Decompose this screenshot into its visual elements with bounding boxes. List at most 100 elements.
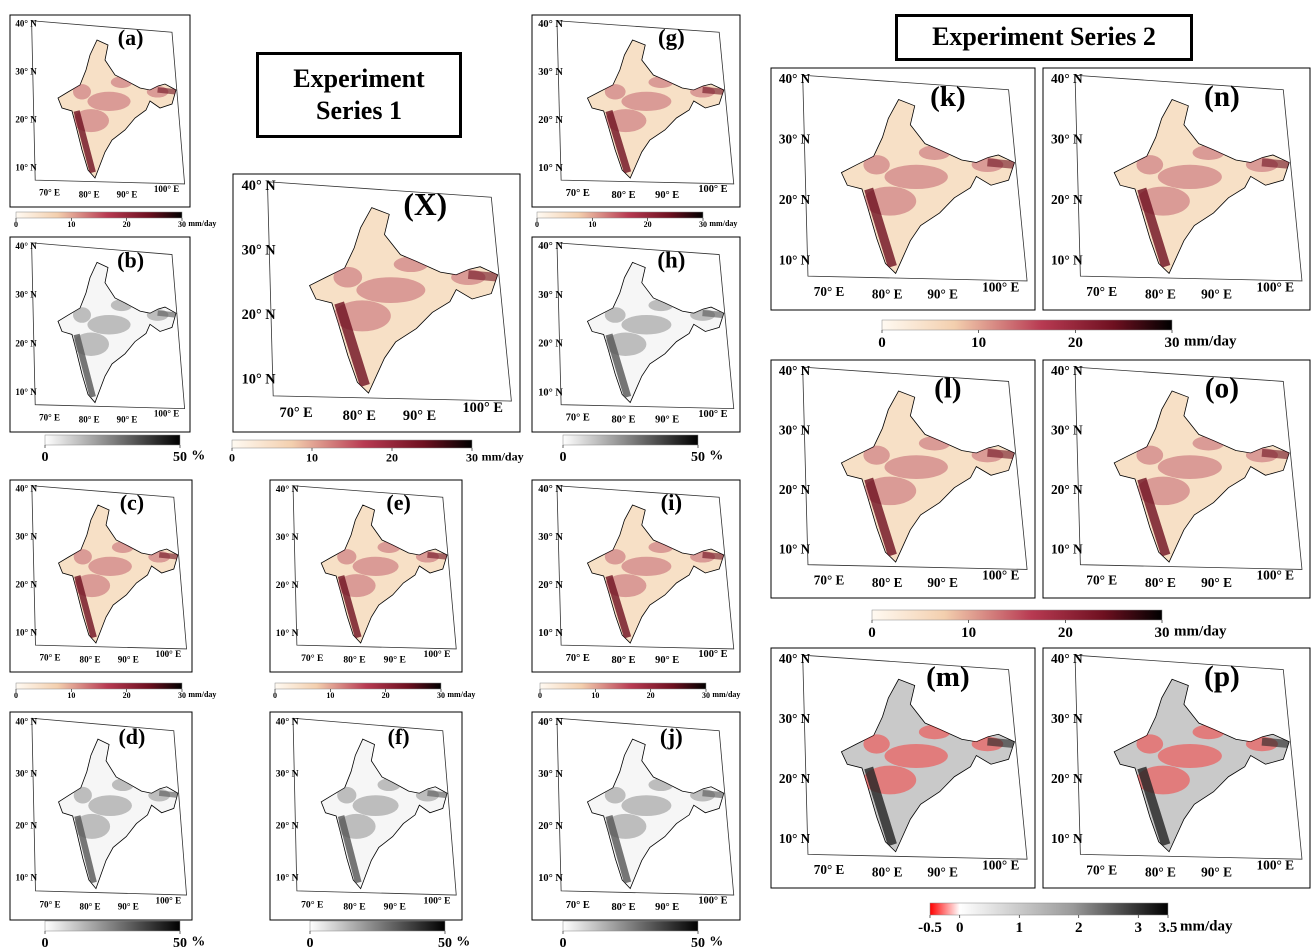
lon-label: 90° E	[1201, 287, 1232, 302]
lat-label: 30° N	[1051, 422, 1083, 437]
colorbar	[16, 212, 182, 218]
lat-label: 10° N	[15, 872, 37, 882]
colorbar-tick-label: 20	[1068, 335, 1083, 351]
lat-label: 40° N	[1051, 651, 1083, 666]
field-blob	[88, 557, 132, 576]
field-blob	[621, 315, 671, 335]
lat-label: 20° N	[538, 339, 563, 350]
lon-label: 70° E	[814, 284, 845, 299]
colorbar-tick-label: 30	[437, 691, 445, 700]
colorbar	[16, 683, 182, 689]
colorbar-unit: mm/day	[712, 690, 740, 699]
lat-label: 30° N	[1051, 711, 1083, 726]
lon-label: 90° E	[1201, 575, 1232, 590]
lat-label: 40° N	[15, 716, 37, 726]
lon-label: 70° E	[40, 653, 61, 663]
lat-label: 20° N	[242, 307, 277, 323]
northeast	[468, 275, 497, 278]
lat-label: 20° N	[1051, 192, 1083, 207]
lon-label: 70° E	[280, 405, 313, 421]
colorbar-tick-label: 0	[14, 220, 18, 229]
lat-label: 30° N	[15, 532, 37, 542]
lon-label: 90° E	[384, 655, 406, 666]
lon-label: 70° E	[1086, 284, 1117, 299]
colorbar-unit: %	[456, 934, 470, 947]
field-blob	[885, 744, 948, 768]
field-blob	[885, 455, 948, 479]
field-blob	[1158, 165, 1222, 189]
lon-label: 100° E	[1256, 857, 1294, 872]
colorbar-tick-label: 30	[178, 691, 186, 700]
lon-label: 80° E	[872, 865, 903, 880]
lon-label: 90° E	[117, 414, 138, 424]
lat-label: 30° N	[538, 532, 563, 543]
colorbar-tick-label: 20	[123, 220, 131, 229]
lat-label: 30° N	[276, 769, 299, 780]
lon-label: 80° E	[80, 902, 101, 912]
lon-label: 70° E	[1086, 862, 1117, 877]
lon-label: 70° E	[566, 900, 590, 911]
colorbar-tick-label: 10	[67, 220, 75, 229]
lat-label: 20° N	[15, 338, 37, 348]
colorbar-tick-label: 20	[386, 451, 398, 465]
colorbar-tick-label: 10	[961, 625, 976, 641]
lon-label: 100° E	[698, 409, 727, 420]
colorbar-tick-label: 0	[535, 220, 539, 229]
colorbar-tick-label: 50	[173, 450, 187, 465]
colorbar-tick-label: 20	[647, 691, 655, 700]
colorbar-tick-label: -0.5	[918, 920, 942, 936]
colorbar-unit: %	[709, 448, 723, 463]
colorbar-tick-label: 3	[1135, 920, 1143, 936]
lat-label: 20° N	[779, 771, 811, 786]
field-blob	[621, 557, 671, 576]
colorbar-unit: %	[191, 934, 205, 947]
lon-label: 90° E	[655, 655, 679, 666]
lat-label: 30° N	[242, 243, 277, 259]
lon-label: 80° E	[1145, 287, 1176, 302]
northeast	[987, 162, 1013, 164]
colorbar	[872, 610, 1162, 620]
lat-label: 40° N	[276, 484, 299, 495]
lat-label: 30° N	[1051, 132, 1083, 147]
figure: 40° N 30° N 20° N 10° N 70° E 80° E 90° E 100° …	[0, 0, 1312, 947]
panel-label: (i)	[661, 490, 683, 515]
colorbar-tick-label: 30	[466, 451, 478, 465]
lon-label: 90° E	[655, 902, 679, 913]
panel-label: (k)	[930, 81, 965, 113]
lat-label: 40° N	[1051, 363, 1083, 378]
lon-label: 100° E	[156, 649, 182, 659]
lat-label: 10° N	[15, 163, 37, 173]
lon-label: 100° E	[698, 896, 727, 907]
lon-label: 80° E	[611, 190, 635, 201]
colorbar-unit: %	[191, 448, 205, 463]
colorbar-unit: mm/day	[482, 449, 524, 463]
lon-label: 70° E	[566, 188, 590, 199]
colorbar-unit: mm/day	[188, 219, 216, 228]
lat-label: 40° N	[15, 19, 37, 29]
lat-label: 40° N	[538, 19, 563, 30]
colorbar-tick-label: 10	[67, 691, 75, 700]
colorbar	[45, 435, 180, 445]
lat-label: 10° N	[15, 387, 37, 397]
lon-label: 90° E	[118, 655, 139, 665]
colorbar	[45, 921, 180, 931]
lat-label: 20° N	[15, 820, 37, 830]
lon-label: 90° E	[655, 190, 679, 201]
lat-label: 10° N	[1051, 253, 1083, 268]
field-blob	[87, 315, 130, 335]
panel-label: (n)	[1204, 81, 1240, 113]
lat-label: 40° N	[538, 241, 563, 252]
lat-label: 40° N	[538, 484, 563, 495]
lat-label: 40° N	[779, 363, 811, 378]
colorbar	[275, 683, 441, 689]
lat-label: 30° N	[779, 711, 811, 726]
colorbar	[563, 435, 698, 445]
colorbar-tick-label: 50	[691, 936, 705, 947]
lat-label: 30° N	[538, 67, 563, 78]
colorbar-tick-label: 0	[560, 450, 567, 465]
lon-label: 100° E	[982, 568, 1019, 583]
colorbar-unit: %	[709, 934, 723, 947]
colorbar-unit: mm/day	[1174, 623, 1227, 639]
colorbar-tick-label: 10	[971, 335, 986, 351]
northeast	[703, 555, 724, 557]
